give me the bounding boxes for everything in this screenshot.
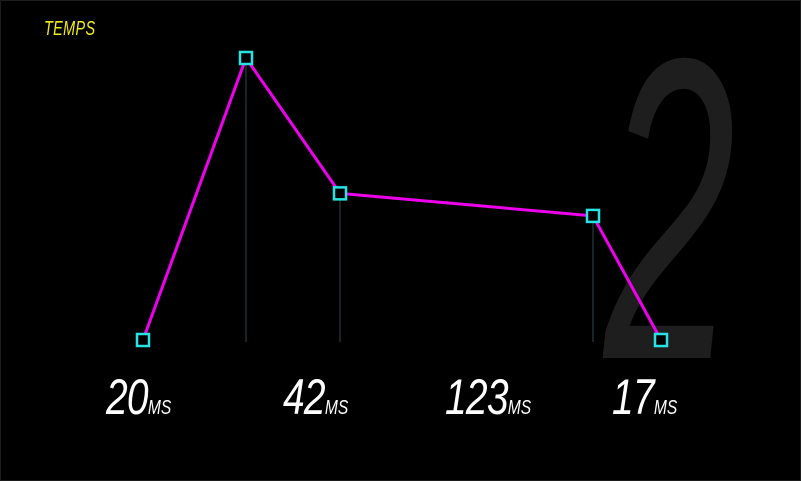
guide-lines: [245, 58, 594, 342]
point-markers: [135, 50, 669, 348]
segment-unit: MS: [147, 397, 172, 419]
point-marker-3: [585, 208, 601, 224]
segment-value: 123: [445, 369, 509, 425]
segment-value: 42: [283, 369, 326, 425]
point-marker-1: [238, 50, 254, 66]
segment-value: 20: [106, 369, 149, 425]
segment-value: 17: [612, 369, 655, 425]
point-marker-4: [653, 332, 669, 348]
point-marker-2: [332, 186, 348, 201]
point-marker-0: [135, 332, 151, 348]
segment-unit: MS: [653, 397, 678, 419]
segment-unit: MS: [507, 397, 532, 419]
segment-label-3: 17MS: [612, 368, 677, 426]
chart-title: TEMPS: [44, 18, 96, 40]
segment-unit: MS: [324, 397, 349, 419]
segment-label-2: 123MS: [445, 368, 531, 426]
series-line: [141, 54, 663, 341]
segment-label-1: 42MS: [283, 368, 348, 426]
segment-label-0: 20MS: [106, 368, 171, 426]
